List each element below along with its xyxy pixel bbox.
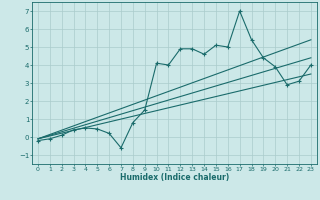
X-axis label: Humidex (Indice chaleur): Humidex (Indice chaleur) [120,173,229,182]
